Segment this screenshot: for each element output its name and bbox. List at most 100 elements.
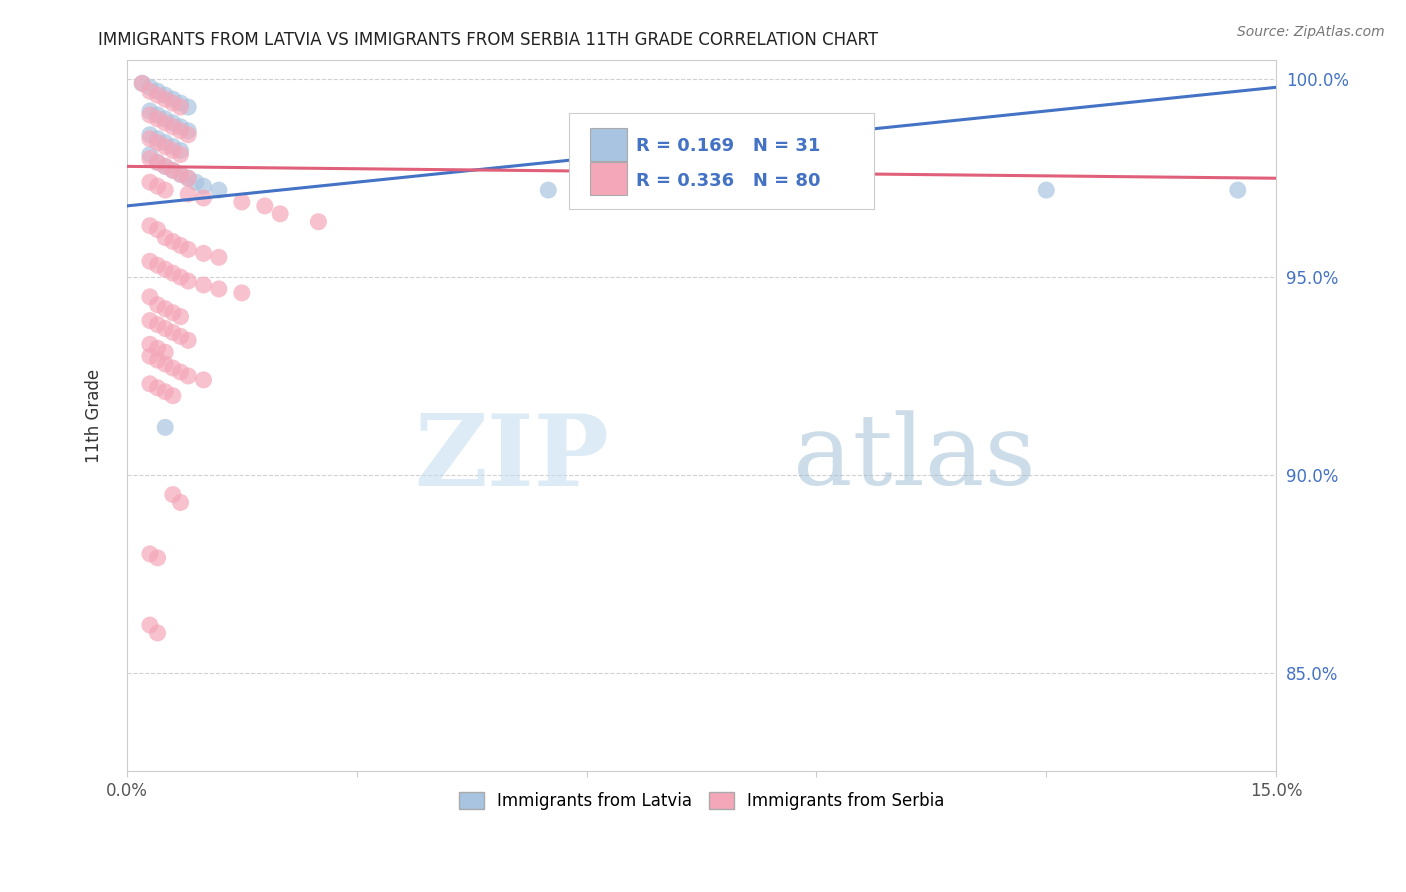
Point xyxy=(155,262,177,277)
Point xyxy=(162,326,184,340)
Point xyxy=(162,144,184,158)
Point xyxy=(162,266,184,280)
Point xyxy=(139,80,162,95)
Point xyxy=(193,191,215,205)
Point xyxy=(155,160,177,174)
Point xyxy=(1035,183,1057,197)
Point xyxy=(169,147,191,161)
Point xyxy=(177,334,200,348)
FancyBboxPatch shape xyxy=(591,162,627,194)
Point xyxy=(146,626,169,640)
Point xyxy=(131,76,153,90)
Point xyxy=(162,120,184,134)
Point xyxy=(155,92,177,106)
Point xyxy=(269,207,291,221)
Point xyxy=(155,88,177,103)
Point xyxy=(139,219,162,233)
Point xyxy=(169,124,191,138)
Text: R = 0.169   N = 31: R = 0.169 N = 31 xyxy=(636,137,820,155)
Point xyxy=(193,179,215,194)
Text: atlas: atlas xyxy=(793,410,1036,506)
Point xyxy=(307,215,329,229)
Point xyxy=(139,349,162,363)
Point xyxy=(169,365,191,379)
Point xyxy=(184,175,207,189)
Point xyxy=(169,167,191,181)
Point xyxy=(208,250,231,264)
Text: R = 0.336   N = 80: R = 0.336 N = 80 xyxy=(636,171,821,190)
Point xyxy=(208,183,231,197)
Point xyxy=(155,321,177,335)
Point xyxy=(146,341,169,355)
Point xyxy=(139,313,162,327)
Point xyxy=(139,152,162,166)
Point xyxy=(162,163,184,178)
Point xyxy=(155,230,177,244)
Point xyxy=(169,167,191,181)
Point xyxy=(139,84,162,98)
Point xyxy=(177,124,200,138)
Point xyxy=(139,618,162,632)
Point xyxy=(169,120,191,134)
Point xyxy=(155,420,177,434)
Point xyxy=(155,136,177,150)
FancyBboxPatch shape xyxy=(569,113,875,209)
Point xyxy=(139,337,162,351)
Point xyxy=(177,187,200,202)
Point xyxy=(169,495,191,509)
Point xyxy=(208,282,231,296)
Point xyxy=(177,171,200,186)
Point xyxy=(146,550,169,565)
Point xyxy=(139,108,162,122)
Point xyxy=(162,487,184,501)
Point xyxy=(177,274,200,288)
Point xyxy=(146,381,169,395)
Point xyxy=(146,222,169,236)
Point xyxy=(155,301,177,316)
Point xyxy=(139,547,162,561)
Point xyxy=(162,235,184,249)
Point xyxy=(139,175,162,189)
Point xyxy=(537,183,560,197)
Point xyxy=(193,373,215,387)
Point xyxy=(139,254,162,268)
FancyBboxPatch shape xyxy=(591,128,627,161)
Point xyxy=(231,285,253,300)
Point xyxy=(162,139,184,153)
Point xyxy=(231,194,253,209)
Point xyxy=(193,246,215,260)
Point xyxy=(146,258,169,272)
Point xyxy=(177,243,200,257)
Point xyxy=(169,238,191,252)
Point xyxy=(146,108,169,122)
Point xyxy=(162,389,184,403)
Point xyxy=(177,171,200,186)
Point xyxy=(155,160,177,174)
Point xyxy=(155,112,177,126)
Point xyxy=(146,136,169,150)
Point xyxy=(169,144,191,158)
Point xyxy=(169,270,191,285)
Point xyxy=(169,310,191,324)
Point xyxy=(169,96,191,111)
Y-axis label: 11th Grade: 11th Grade xyxy=(86,368,103,463)
Point xyxy=(162,92,184,106)
Point xyxy=(162,163,184,178)
Point xyxy=(253,199,276,213)
Point xyxy=(155,345,177,359)
Point xyxy=(139,376,162,391)
Point xyxy=(131,76,153,90)
Text: IMMIGRANTS FROM LATVIA VS IMMIGRANTS FROM SERBIA 11TH GRADE CORRELATION CHART: IMMIGRANTS FROM LATVIA VS IMMIGRANTS FRO… xyxy=(98,31,879,49)
Point xyxy=(155,384,177,399)
Legend: Immigrants from Latvia, Immigrants from Serbia: Immigrants from Latvia, Immigrants from … xyxy=(451,785,950,816)
Point xyxy=(177,128,200,142)
Text: ZIP: ZIP xyxy=(415,409,610,507)
Point xyxy=(1226,183,1249,197)
Point xyxy=(155,183,177,197)
Point xyxy=(139,128,162,142)
Point xyxy=(139,131,162,145)
Point xyxy=(146,155,169,169)
Point xyxy=(146,84,169,98)
Point xyxy=(155,139,177,153)
Point xyxy=(146,353,169,368)
